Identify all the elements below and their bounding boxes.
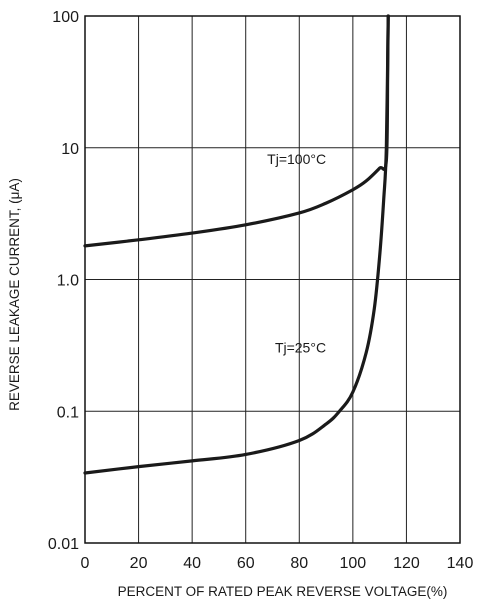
y-tick-label: 100 xyxy=(52,9,79,26)
series-line-tj-100c xyxy=(83,14,390,248)
y-tick-label: 1.0 xyxy=(57,273,79,290)
x-tick-label: 80 xyxy=(290,555,308,572)
y-tick-label: 0.01 xyxy=(48,536,79,553)
x-tick-label: 0 xyxy=(81,555,90,572)
series-line-tj-25c xyxy=(83,14,390,475)
annotations: Tj=100°C Tj=25°C xyxy=(267,151,326,355)
x-tick-label: 40 xyxy=(183,555,201,572)
x-tick-label: 60 xyxy=(237,555,255,572)
x-tick-label: 140 xyxy=(447,555,474,572)
y-tick-label: 0.1 xyxy=(57,404,79,421)
x-tick-label: 20 xyxy=(130,555,148,572)
tick-labels: 0 20 40 60 80 100 120 140 0.01 0.1 1.0 10 100 xyxy=(48,9,474,572)
x-axis-label: PERCENT OF RATED PEAK REVERSE VOLTAGE(%) xyxy=(118,584,448,599)
series-annotation-tj-100c: Tj=100°C xyxy=(267,151,326,167)
y-tick-label: 10 xyxy=(61,141,79,158)
y-axis-label: REVERSE LEAKAGE CURRENT, (μA) xyxy=(7,178,22,411)
x-tick-label: 100 xyxy=(340,555,367,572)
grid xyxy=(85,16,460,543)
series-annotation-tj-25c: Tj=25°C xyxy=(275,339,326,355)
plot-frame xyxy=(84,15,461,544)
x-tick-label: 120 xyxy=(393,555,420,572)
series-group xyxy=(83,14,390,475)
